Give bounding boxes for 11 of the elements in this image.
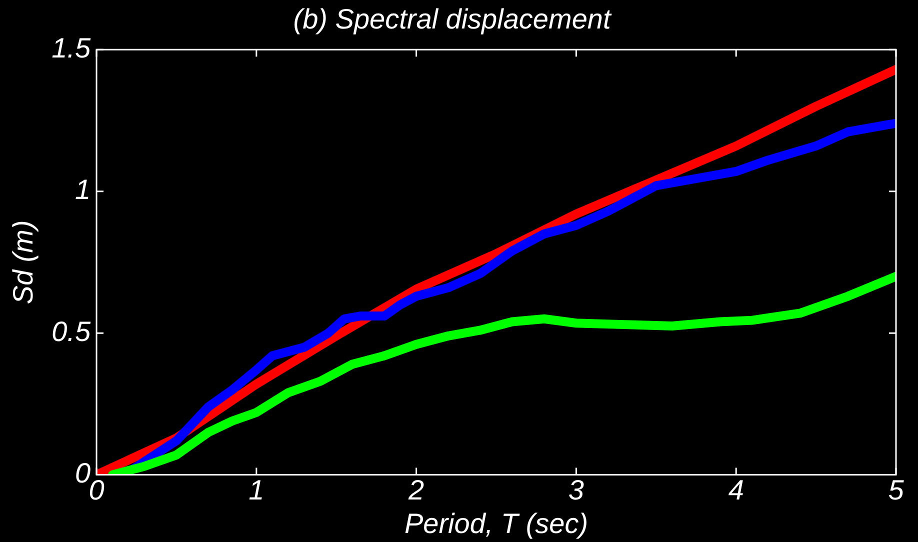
x-tick-label: 1 <box>248 474 264 506</box>
x-axis-title: Period, T (sec) <box>404 508 588 539</box>
x-tick-label: 3 <box>568 474 584 506</box>
x-tick-label: 5 <box>888 474 904 506</box>
y-tick-label: 1 <box>74 174 91 206</box>
y-axis-title: Sd (m) <box>8 220 39 304</box>
chart-title: (b) Spectral displacement <box>293 4 612 35</box>
y-tick-label: 1.5 <box>52 32 91 64</box>
x-tick-label: 4 <box>728 474 744 506</box>
y-tick-label: 0.5 <box>52 316 91 347</box>
x-tick-label: 2 <box>408 474 425 506</box>
